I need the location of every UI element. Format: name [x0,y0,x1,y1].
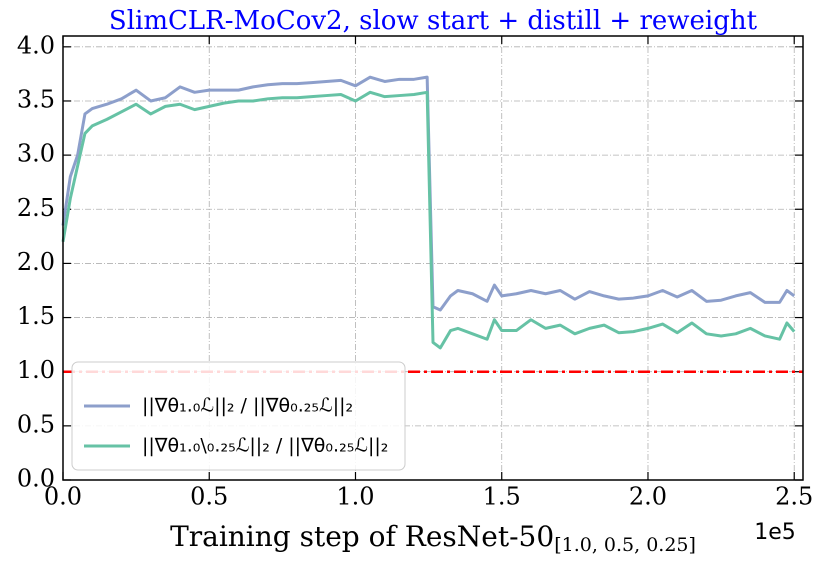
x-tick-label: 0.0 [44,483,82,511]
x-tick-label: 1.0 [336,483,374,511]
legend-box [71,361,406,471]
y-tick-label: 3.5 [17,85,55,113]
x-label-subscript: [1.0, 0.5, 0.25] [554,534,696,556]
y-tick-label: 4.0 [17,31,55,59]
series-line [61,90,796,350]
y-tick-label: 0.5 [17,410,55,438]
x-tick-label: 2.5 [775,483,813,511]
chart-title: SlimCLR-MoCov2, slow start + distill + r… [109,6,758,36]
x-axis-label: Training step of ResNet-50[1.0, 0.5, 0.2… [170,520,696,557]
x-offset-label: 1e5 [754,520,796,545]
x-tick-label: 1.5 [483,483,521,511]
y-tick-label: 3.0 [17,140,55,168]
y-tick-label: 2.0 [17,248,55,276]
legend-label: ||∇θ₁.₀ℒ||₂ / ||∇θ₀.₂₅ℒ||₂ [142,395,353,417]
x-tick-label: 2.0 [629,483,667,511]
y-tick-label: 1.5 [17,302,55,330]
y-tick-label: 0.0 [17,465,55,493]
legend-label: ||∇θ₁.₀\₀.₂₅ℒ||₂ / ||∇θ₀.₂₅ℒ||₂ [142,435,388,457]
y-tick-label: 1.0 [17,356,55,384]
x-tick-label: 0.5 [190,483,228,511]
plot-frame [62,35,804,481]
x-label-text: Training step of ResNet-50 [170,520,554,553]
y-tick-label: 2.5 [17,194,55,222]
